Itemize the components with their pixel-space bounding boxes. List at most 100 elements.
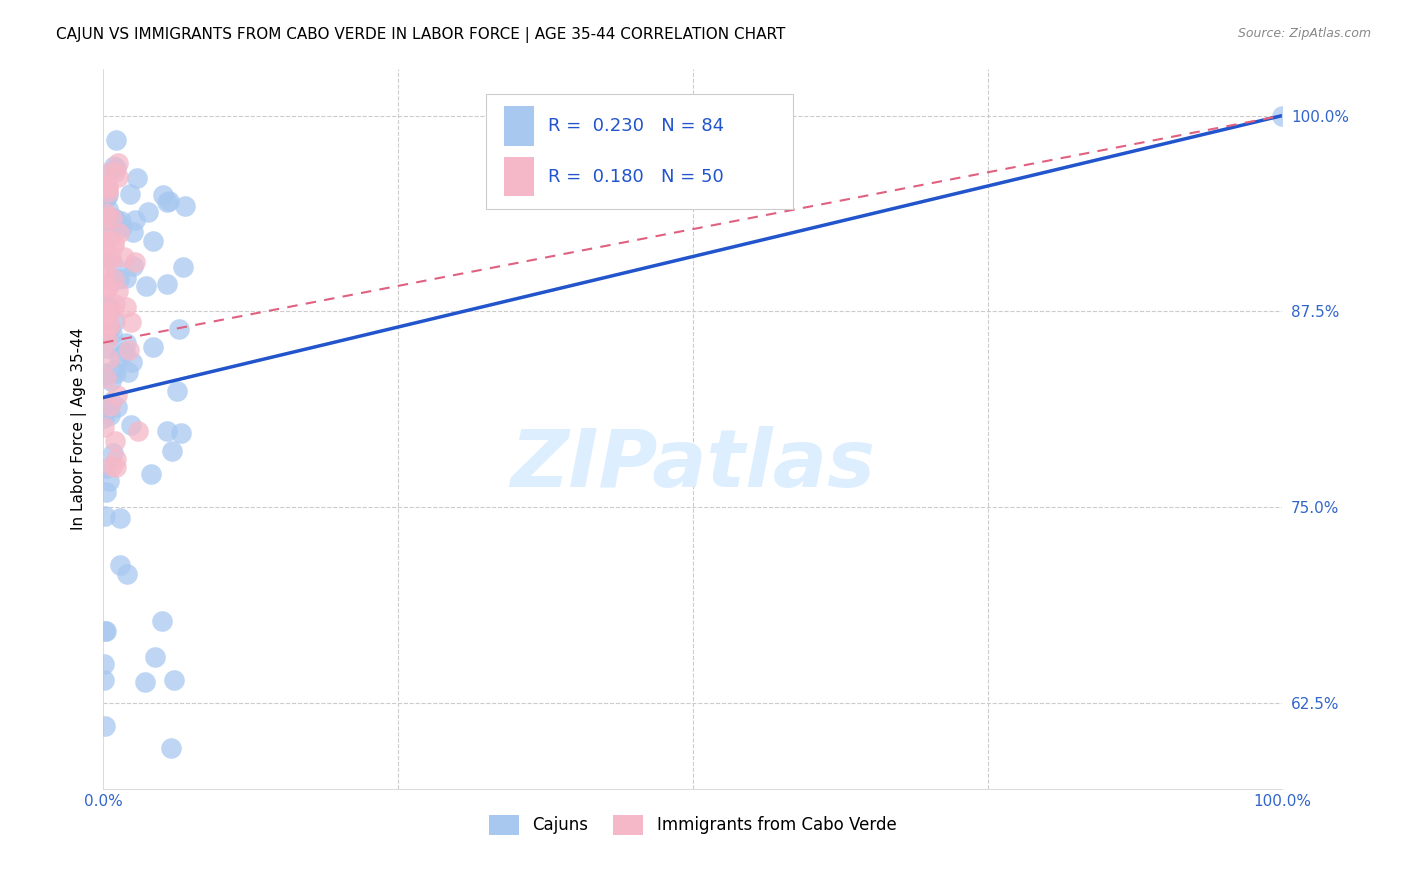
Point — [97, 186, 120, 200]
Point — [93, 264, 115, 278]
Point — [96, 284, 118, 298]
Point — [108, 350, 131, 364]
Point — [94, 461, 117, 475]
Point — [94, 719, 117, 733]
Point — [93, 657, 115, 671]
Point — [96, 624, 118, 639]
Point — [104, 213, 127, 227]
Point — [101, 326, 124, 341]
Point — [100, 250, 122, 264]
Point — [98, 352, 121, 367]
Point — [124, 213, 146, 227]
Point — [98, 399, 121, 413]
Point — [100, 394, 122, 409]
Point — [120, 186, 142, 201]
Point — [101, 273, 124, 287]
Point — [120, 417, 142, 432]
Point — [100, 224, 122, 238]
Point — [100, 211, 122, 225]
Point — [93, 227, 115, 241]
Point — [97, 202, 120, 216]
Point — [107, 155, 129, 169]
Point — [163, 673, 186, 687]
Point — [115, 567, 138, 582]
Point — [172, 260, 194, 274]
Point — [96, 304, 118, 318]
Point — [93, 420, 115, 434]
Point — [98, 321, 121, 335]
Point — [156, 194, 179, 209]
Text: ZIPatlas: ZIPatlas — [510, 425, 876, 504]
Point — [105, 400, 128, 414]
Point — [121, 225, 143, 239]
Point — [93, 410, 115, 425]
Point — [94, 371, 117, 385]
Point — [105, 388, 128, 402]
Point — [107, 272, 129, 286]
Point — [142, 340, 165, 354]
Point — [93, 301, 115, 316]
Point — [94, 304, 117, 318]
Point — [156, 277, 179, 291]
Point — [93, 166, 115, 180]
Point — [127, 171, 149, 186]
Point — [105, 133, 128, 147]
Point — [107, 169, 129, 184]
Point — [94, 205, 117, 219]
Point — [100, 374, 122, 388]
Point — [111, 219, 134, 234]
Point — [98, 474, 121, 488]
Point — [114, 335, 136, 350]
Point — [94, 210, 117, 224]
Point — [121, 259, 143, 273]
Point — [97, 318, 120, 332]
Point — [94, 168, 117, 182]
Point — [93, 368, 115, 382]
Text: R =  0.180   N = 50: R = 0.180 N = 50 — [548, 168, 724, 186]
Text: R =  0.230   N = 84: R = 0.230 N = 84 — [548, 117, 724, 136]
FancyBboxPatch shape — [486, 94, 793, 209]
Point — [94, 306, 117, 320]
Point — [103, 211, 125, 226]
Point — [108, 227, 131, 241]
Point — [94, 273, 117, 287]
Point — [142, 234, 165, 248]
Point — [104, 314, 127, 328]
Point — [169, 322, 191, 336]
Point — [173, 199, 195, 213]
Y-axis label: In Labor Force | Age 35-44: In Labor Force | Age 35-44 — [72, 327, 87, 530]
Point — [134, 674, 156, 689]
Point — [115, 271, 138, 285]
Point — [98, 320, 121, 334]
Point — [107, 284, 129, 298]
Point — [97, 181, 120, 195]
Point — [114, 344, 136, 359]
Point — [98, 252, 121, 267]
Point — [160, 444, 183, 458]
Point — [103, 238, 125, 252]
Point — [105, 367, 128, 381]
Point — [96, 297, 118, 311]
Point — [105, 459, 128, 474]
Point — [103, 271, 125, 285]
Point — [103, 446, 125, 460]
Legend: Cajuns, Immigrants from Cabo Verde: Cajuns, Immigrants from Cabo Verde — [489, 814, 897, 835]
Point — [108, 511, 131, 525]
Point — [143, 649, 166, 664]
Point — [94, 485, 117, 500]
Point — [98, 319, 121, 334]
Point — [103, 235, 125, 249]
Point — [93, 326, 115, 341]
Point — [93, 178, 115, 193]
Point — [135, 279, 157, 293]
Point — [94, 241, 117, 255]
Point — [93, 308, 115, 322]
Point — [103, 159, 125, 173]
Point — [104, 434, 127, 448]
Point — [97, 213, 120, 227]
Point — [152, 188, 174, 202]
Bar — [505, 157, 534, 196]
Point — [94, 509, 117, 524]
Point — [118, 343, 141, 357]
Point — [93, 673, 115, 688]
